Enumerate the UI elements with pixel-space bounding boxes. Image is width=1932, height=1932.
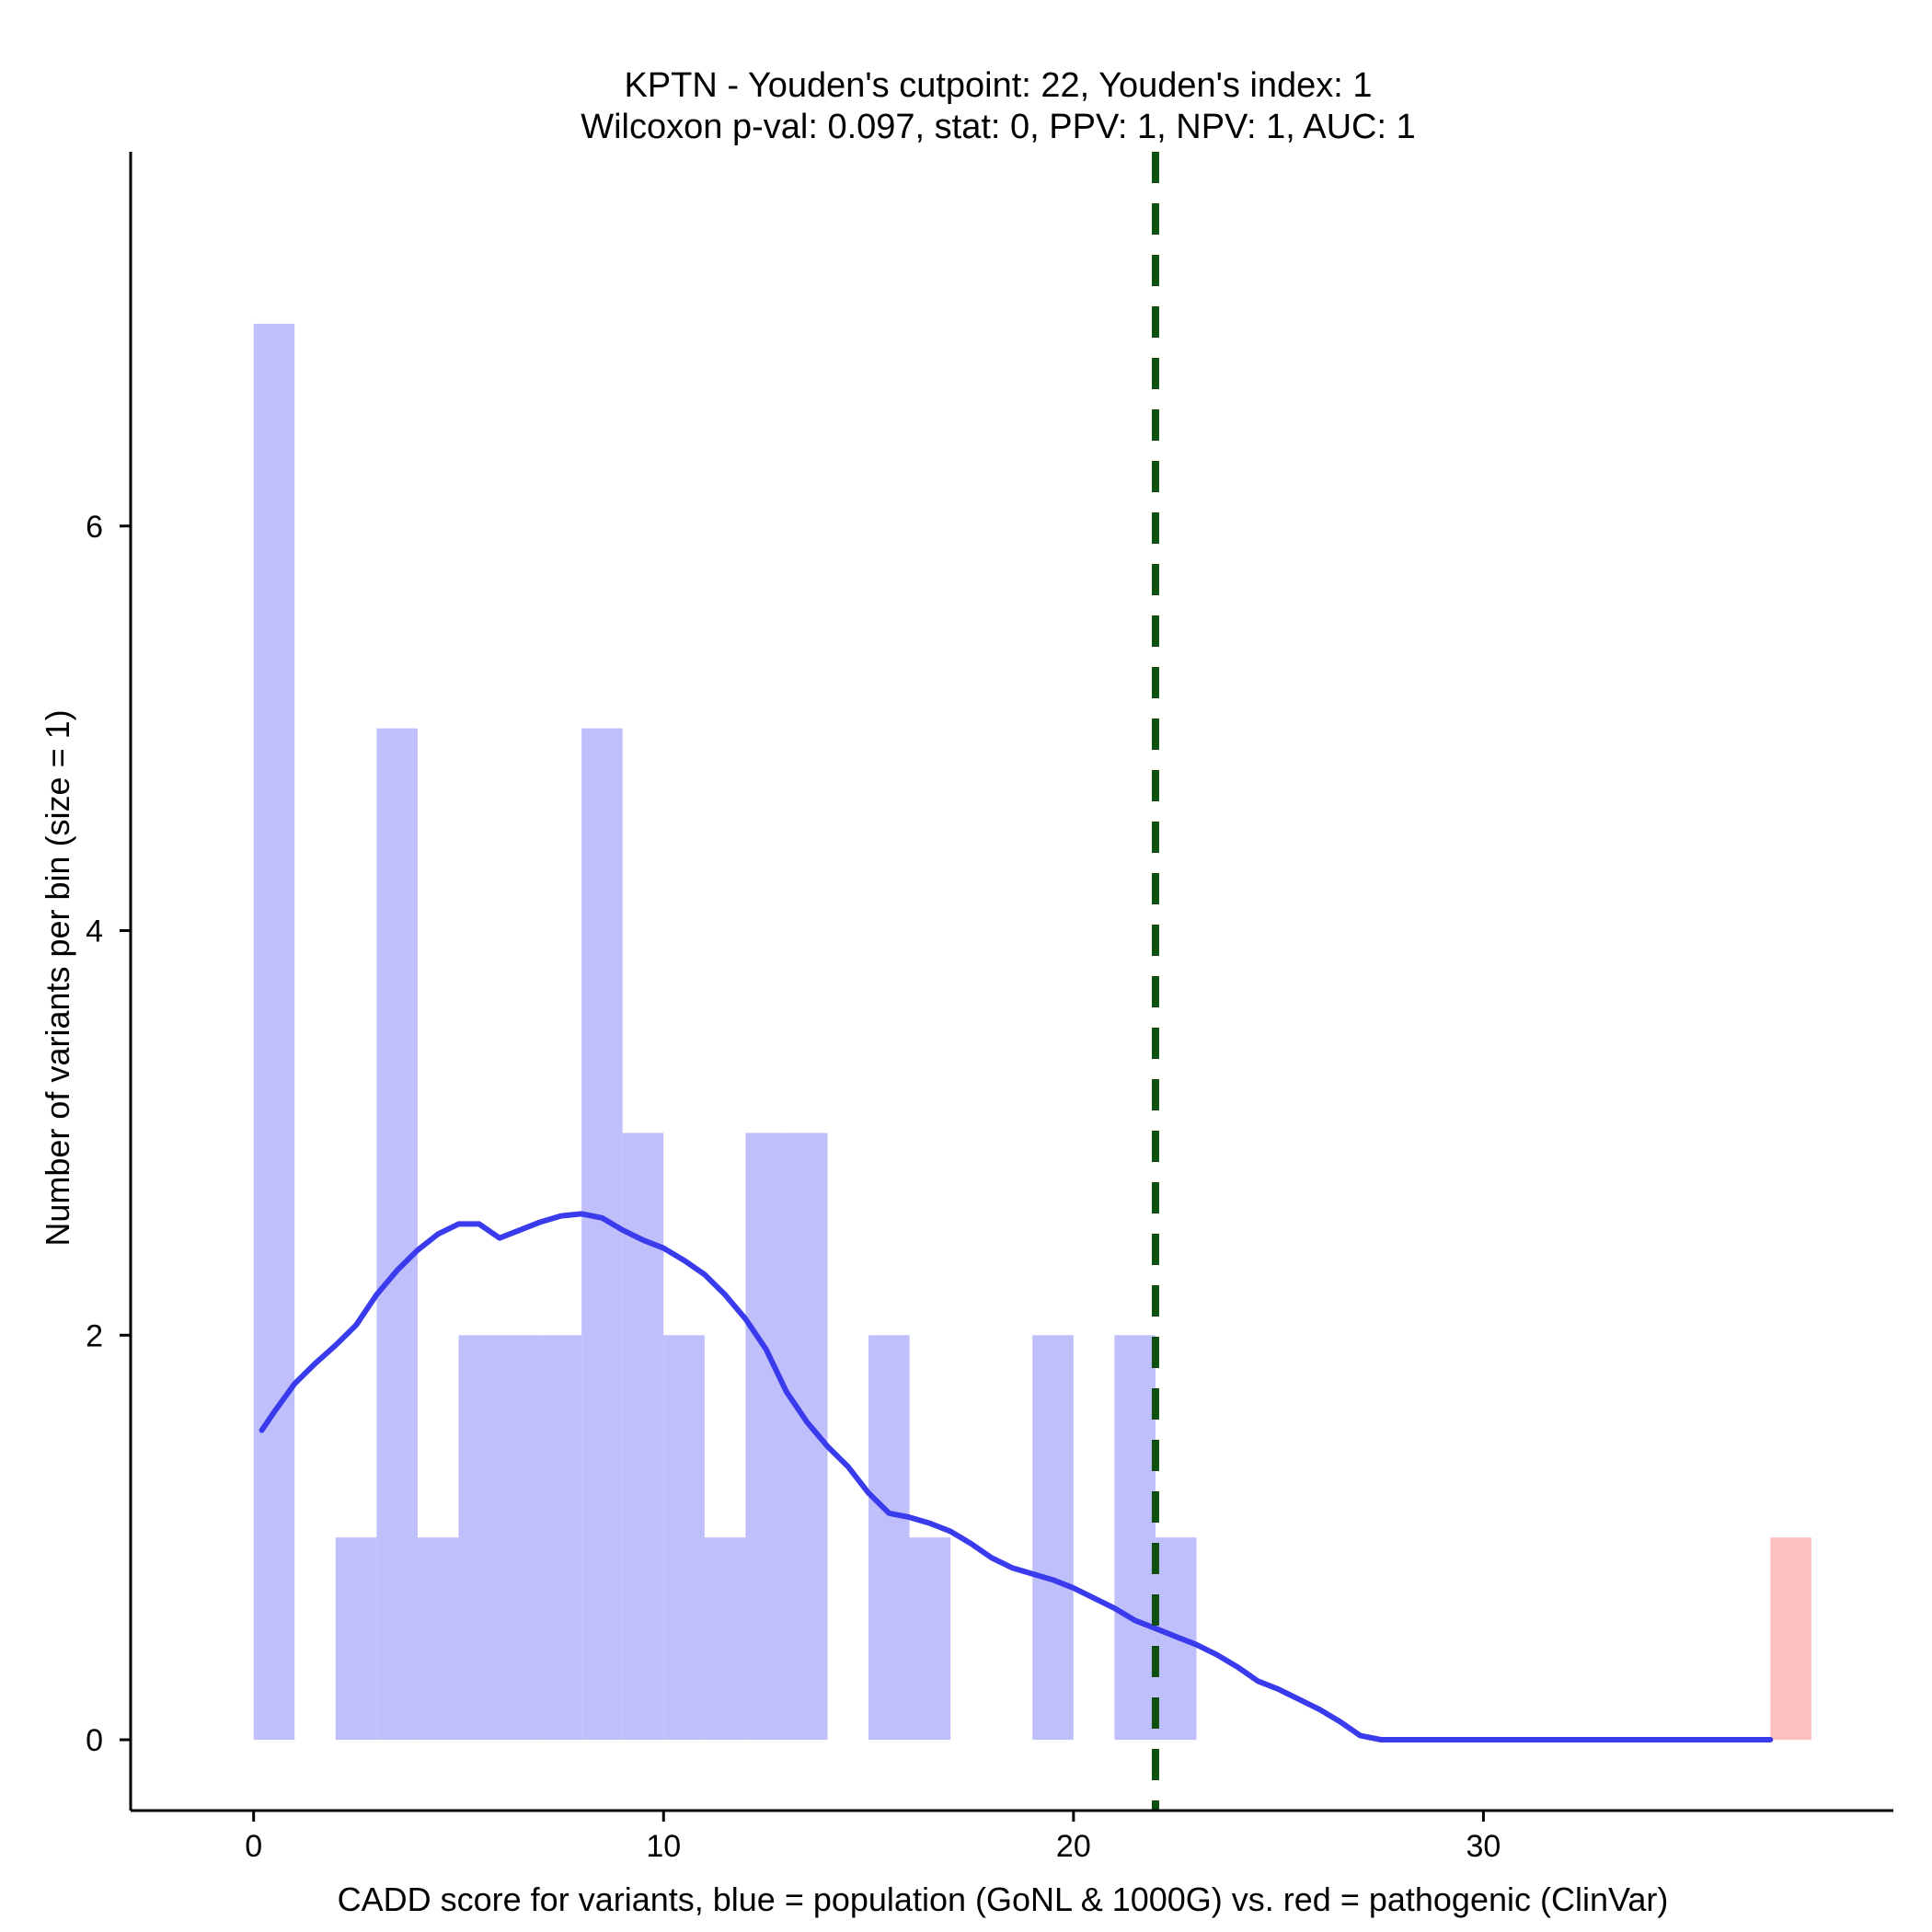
axes: 0 10 20 30 0 2 4 6: [86, 152, 1893, 1864]
population-bar: [253, 323, 295, 1741]
population-bar: [1032, 1335, 1074, 1741]
population-bar: [868, 1335, 910, 1741]
chart-subtitle: Wilcoxon p-val: 0.097, stat: 0, PPV: 1, …: [581, 108, 1415, 146]
x-tick-label: 0: [245, 1829, 262, 1864]
population-bar: [376, 728, 418, 1741]
pathogenic-bar: [1770, 1537, 1811, 1741]
population-bar: [704, 1537, 746, 1741]
population-bar: [1114, 1335, 1156, 1741]
density-curve-layer: [259, 1211, 1774, 1742]
x-tick-label: 20: [1056, 1829, 1091, 1864]
population-density-curve: [259, 1211, 1774, 1742]
population-bar: [663, 1335, 705, 1741]
population-bar: [745, 1133, 787, 1741]
y-axis-label: Number of variants per bin (size = 1): [39, 709, 76, 1246]
population-bar: [417, 1537, 459, 1741]
population-bar: [500, 1335, 541, 1741]
chart-title: KPTN - Youden's cutpoint: 22, Youden's i…: [624, 66, 1372, 105]
y-tick-label: 0: [86, 1723, 103, 1758]
population-bar: [335, 1537, 377, 1741]
y-tick-label: 6: [86, 510, 103, 545]
x-tick-label: 10: [646, 1829, 681, 1864]
histogram-bars: [253, 323, 1811, 1741]
x-tick-label: 30: [1466, 1829, 1501, 1864]
population-bar: [622, 1133, 664, 1741]
population-bar: [458, 1335, 500, 1741]
population-bar: [909, 1537, 951, 1741]
population-bar: [581, 728, 623, 1741]
population-bar: [540, 1335, 582, 1741]
y-tick-label: 2: [86, 1318, 103, 1353]
y-tick-label: 4: [86, 914, 103, 949]
x-axis-label: CADD score for variants, blue = populati…: [338, 1880, 1669, 1918]
